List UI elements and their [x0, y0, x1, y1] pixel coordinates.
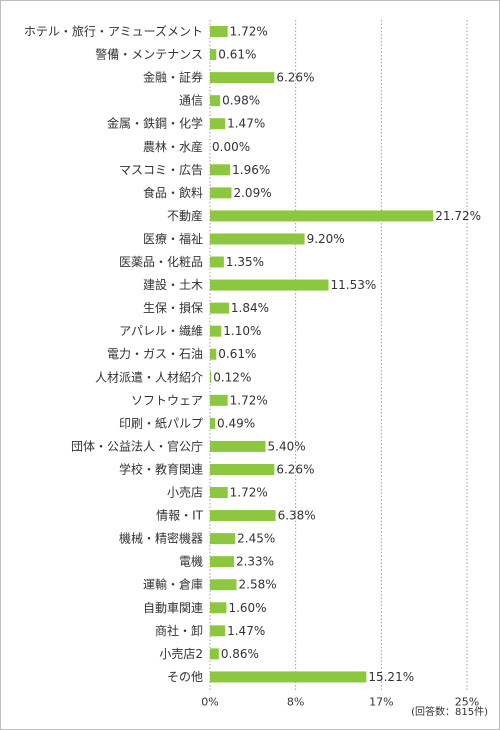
- bar: [210, 487, 228, 499]
- bar: [210, 72, 275, 84]
- value-label: 21.72%: [435, 209, 481, 223]
- bar: [210, 233, 305, 245]
- category-label: 金融・証券: [143, 70, 203, 85]
- value-label: 9.20%: [307, 232, 345, 246]
- value-label: 0.61%: [218, 48, 256, 62]
- bar: [210, 210, 434, 222]
- bar: [210, 556, 234, 568]
- x-tick-label: 25%: [455, 695, 479, 708]
- bar: [210, 602, 227, 614]
- response-count-note: (回答数：815件): [411, 705, 488, 718]
- x-tick-label: 17%: [369, 695, 393, 708]
- category-labels: ホテル・旅行・アミューズメント警備・メンテナンス金融・証券通信金属・鉄鋼・化学農…: [24, 24, 204, 684]
- value-label: 1.10%: [223, 324, 261, 338]
- bar: [210, 533, 236, 545]
- value-label: 1.84%: [231, 301, 269, 315]
- value-label: 1.35%: [226, 255, 264, 269]
- value-label: 0.61%: [218, 347, 256, 361]
- bar: [210, 256, 224, 268]
- category-label: 金属・鉄鋼・化学: [107, 116, 203, 131]
- value-label: 2.09%: [233, 186, 271, 200]
- bar: [210, 95, 221, 107]
- bar: [210, 187, 232, 199]
- x-tick-label: 0%: [201, 695, 218, 708]
- value-label: 0.49%: [217, 416, 255, 430]
- category-label: 団体・公益法人・官公庁: [71, 438, 203, 453]
- category-label: 農林・水産: [143, 139, 203, 154]
- bar: [210, 648, 219, 660]
- bar: [210, 49, 217, 61]
- value-label: 5.40%: [268, 439, 306, 453]
- category-label: 人材派遣・人材紹介: [95, 369, 203, 384]
- category-label: 通信: [179, 94, 203, 108]
- category-label: 印刷・紙パルプ: [119, 415, 203, 430]
- value-label: 1.60%: [228, 601, 266, 615]
- category-label: 学校・教育関連: [119, 461, 203, 476]
- bar: [210, 164, 231, 176]
- category-label: 医療・福祉: [143, 231, 203, 246]
- category-label: 食品・飲料: [143, 185, 203, 200]
- value-label: 2.58%: [239, 578, 277, 592]
- bar: [210, 417, 216, 429]
- value-label: 1.47%: [227, 624, 265, 638]
- bars: [210, 26, 434, 683]
- category-label: 生保・損保: [143, 300, 203, 315]
- value-label: 0.00%: [212, 140, 250, 154]
- bar: [210, 279, 329, 291]
- category-label: ソフトウェア: [131, 393, 203, 407]
- value-label: 11.53%: [331, 278, 377, 292]
- value-labels: 1.72% 0.61% 6.26% 0.98% 1.47% 0.00% 1.96% 2.09%…: [212, 25, 481, 684]
- value-label: 1.96%: [232, 163, 270, 177]
- value-label: 1.72%: [230, 486, 268, 500]
- category-label: 商社・卸: [155, 623, 203, 638]
- bar: [210, 26, 228, 38]
- category-label: 電力・ガス・石油: [107, 347, 203, 361]
- category-label: 電機: [179, 554, 203, 569]
- bar: [210, 579, 237, 591]
- value-label: 2.45%: [237, 532, 275, 546]
- x-axis-ticks: 0% 8% 17% 25%: [201, 695, 479, 708]
- value-label: 1.72%: [230, 25, 268, 39]
- category-label: マスコミ・広告: [119, 163, 203, 177]
- bar: [210, 671, 367, 683]
- bar: [210, 440, 266, 452]
- category-label: 建設・土木: [143, 277, 203, 292]
- bar: [210, 510, 276, 522]
- value-label: 1.72%: [230, 393, 268, 407]
- bar: [210, 302, 229, 314]
- category-label: 自動車関連: [143, 601, 203, 615]
- category-label: 運輸・倉庫: [143, 577, 203, 592]
- bar: [210, 394, 228, 406]
- value-label: 15.21%: [368, 670, 414, 684]
- category-label: その他: [167, 670, 203, 684]
- bar: [210, 118, 226, 130]
- bar: [210, 325, 222, 337]
- value-label: 6.26%: [276, 462, 314, 476]
- value-label: 0.12%: [213, 370, 251, 384]
- bar: [210, 463, 275, 475]
- value-label: 6.26%: [276, 71, 314, 85]
- category-label: 小売店: [167, 485, 203, 500]
- category-label: 警備・メンテナンス: [95, 47, 203, 62]
- category-label: アパレル・繊維: [119, 324, 203, 338]
- x-tick-label: 8%: [287, 695, 304, 708]
- category-label: 不動産: [167, 208, 203, 223]
- value-label: 6.38%: [278, 509, 316, 523]
- value-label: 0.86%: [221, 647, 259, 661]
- bar: [210, 625, 226, 637]
- category-label: 医薬品・化粧品: [119, 255, 203, 269]
- category-label: ホテル・旅行・アミューズメント: [24, 24, 203, 39]
- category-label: 情報・IT: [156, 509, 204, 523]
- category-label: 機械・精密機器: [119, 531, 203, 546]
- value-label: 1.47%: [227, 117, 265, 131]
- value-label: 2.33%: [236, 555, 274, 569]
- value-label: 0.98%: [222, 94, 260, 108]
- category-label: 小売店2: [159, 646, 203, 661]
- bar: [210, 348, 217, 360]
- bar: [210, 371, 212, 383]
